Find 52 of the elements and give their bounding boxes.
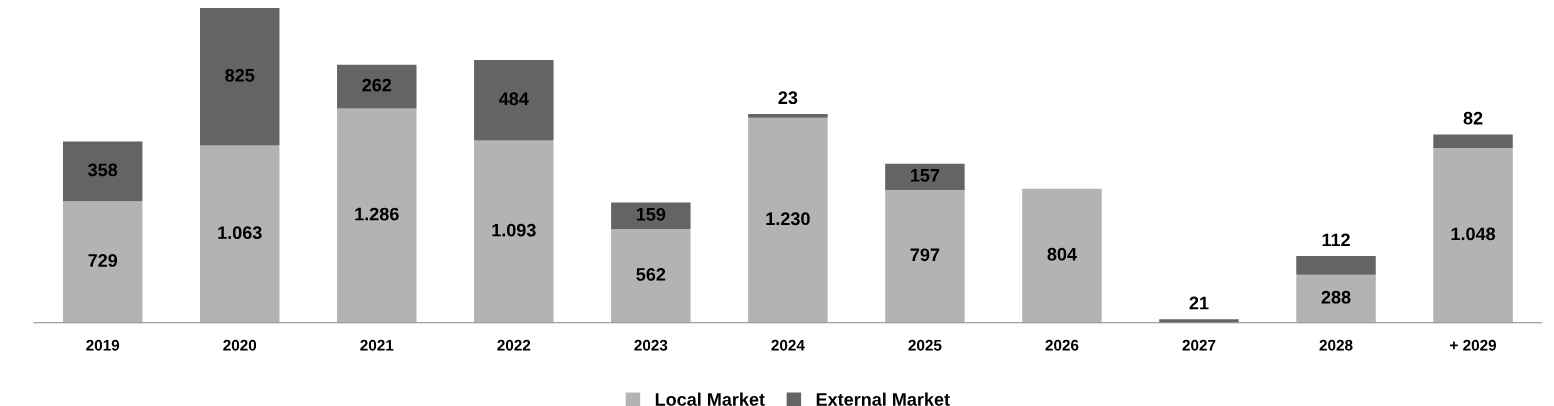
data-label: 159 <box>636 207 666 221</box>
bar <box>611 202 691 230</box>
data-label: 288 <box>1321 290 1351 304</box>
bar <box>337 64 417 109</box>
bar <box>337 108 417 323</box>
data-label: 82 <box>1463 111 1483 125</box>
data-label: 1.286 <box>355 207 399 221</box>
bar <box>62 201 143 323</box>
bar <box>200 8 280 146</box>
data-label: 112 <box>1322 233 1350 247</box>
data-label: 358 <box>88 163 118 177</box>
legend-label: External Market <box>816 392 950 406</box>
bar <box>885 163 965 190</box>
bar <box>1296 274 1376 323</box>
data-label: 1.063 <box>218 226 262 240</box>
data-label: 562 <box>636 268 666 281</box>
bar <box>1296 256 1376 275</box>
data-label: 797 <box>910 248 940 262</box>
x-tick-label: 2028 <box>1319 339 1353 351</box>
bar <box>474 59 554 141</box>
x-tick-label: 2022 <box>497 339 531 351</box>
data-label: 21 <box>1189 296 1209 310</box>
data-label: 1.093 <box>492 223 536 237</box>
bar <box>62 141 143 202</box>
x-tick-label: 2023 <box>634 339 668 351</box>
data-label: 157 <box>910 169 940 182</box>
data-label: 729 <box>88 254 118 267</box>
bar <box>748 117 828 323</box>
x-tick-label: 2024 <box>771 339 805 351</box>
x-tick-label: + 2029 <box>1450 339 1497 351</box>
bar <box>748 113 828 118</box>
data-label: 1.048 <box>1451 227 1496 241</box>
bar <box>611 229 691 323</box>
bar <box>200 145 280 323</box>
bar <box>1433 134 1513 149</box>
x-tick-label: 2021 <box>360 339 394 351</box>
data-label: 825 <box>225 68 255 82</box>
x-tick-label: 2027 <box>1182 339 1216 351</box>
bar <box>1022 188 1102 323</box>
data-label: 23 <box>778 91 798 105</box>
x-tick-label: 2025 <box>908 339 942 351</box>
bar <box>885 189 965 323</box>
data-label: 484 <box>499 92 529 106</box>
x-tick-label: 2019 <box>86 339 120 351</box>
bar <box>474 140 554 323</box>
x-tick-label: 2026 <box>1045 339 1079 351</box>
bar <box>1433 148 1513 323</box>
legend-label: Local Market <box>655 392 765 406</box>
x-tick-label: 2020 <box>223 339 257 351</box>
data-label: 804 <box>1047 247 1077 261</box>
data-label: 262 <box>362 78 392 92</box>
data-label: 1.230 <box>766 212 810 226</box>
